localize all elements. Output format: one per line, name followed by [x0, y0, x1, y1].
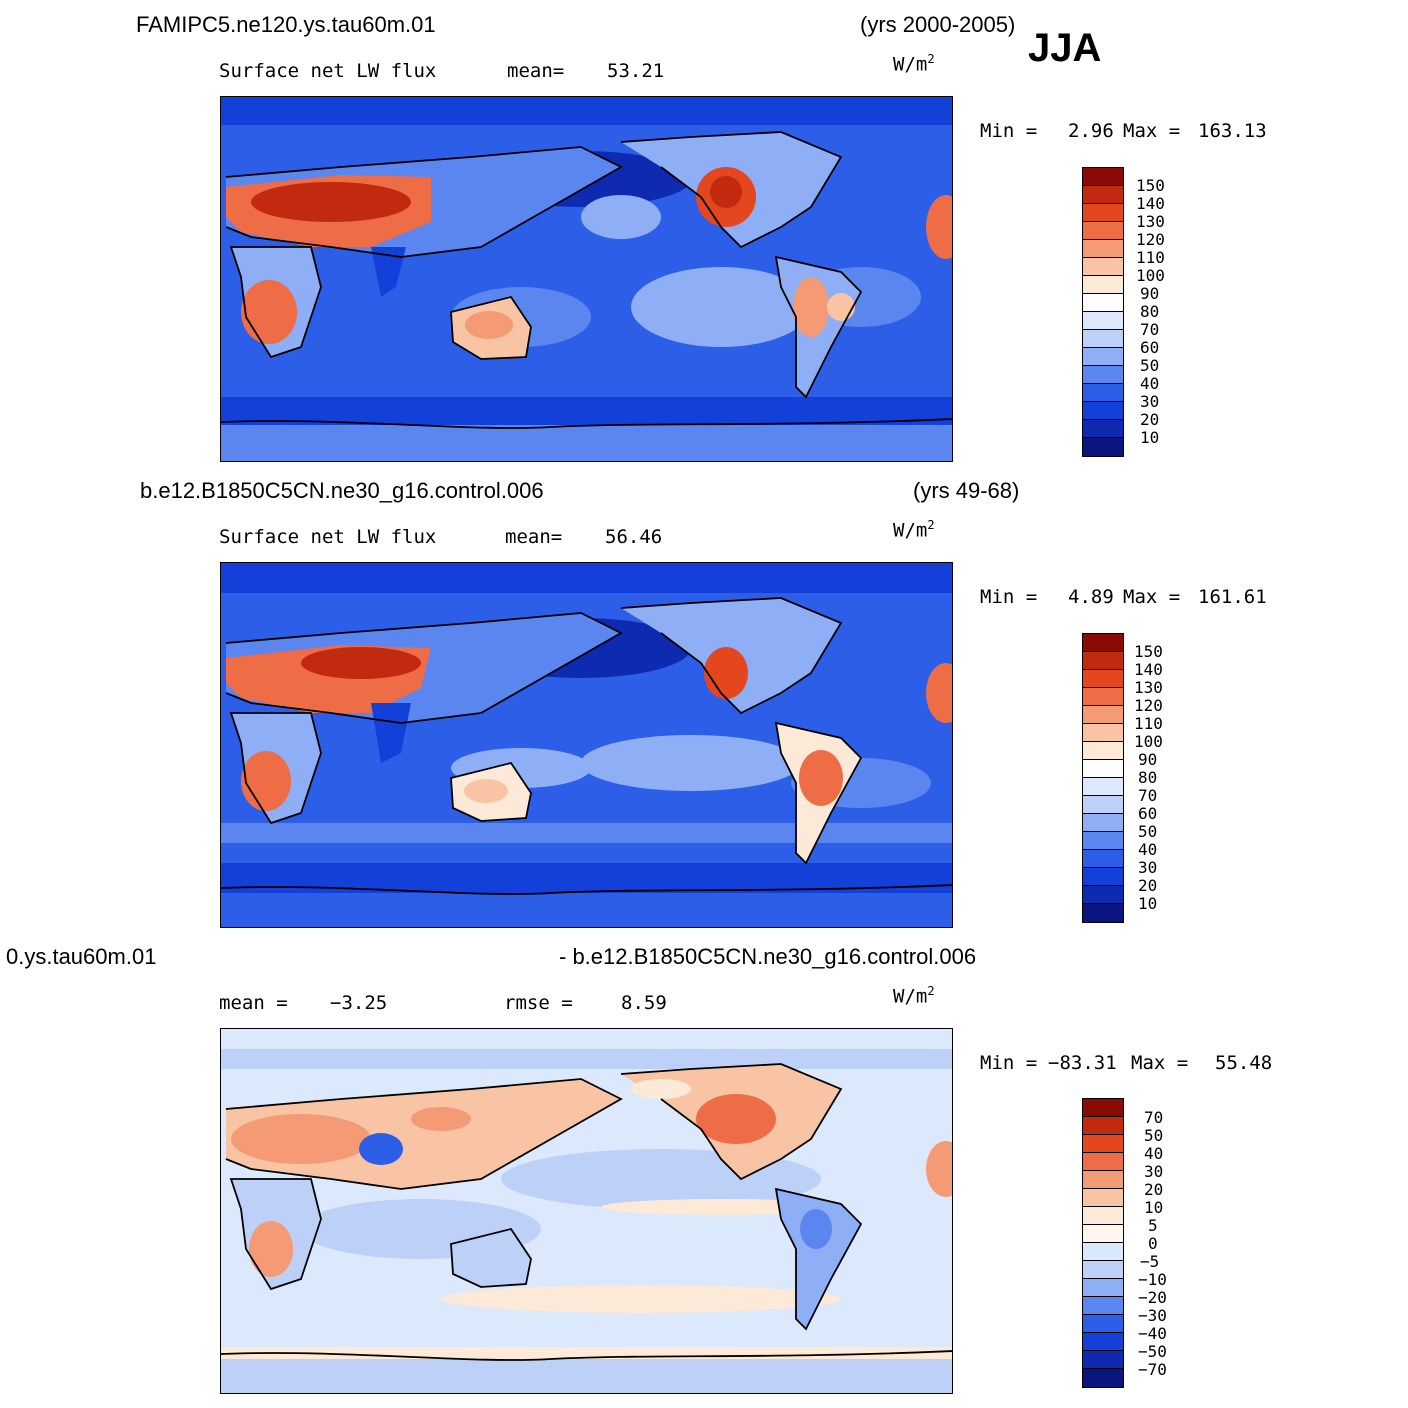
panel2-tick: 60 [1138, 804, 1158, 823]
panel2-tick: 50 [1138, 822, 1158, 841]
panel2-mean-value: 56.46 [605, 526, 663, 548]
panel2-tick: 30 [1138, 858, 1158, 877]
panel3-tick: −5 [1140, 1252, 1160, 1271]
panel1-tick: 50 [1140, 356, 1160, 375]
panel1-tick: 60 [1140, 338, 1160, 357]
panel2-tick: 120 [1134, 696, 1163, 715]
panel2-max-label: Max = [1123, 586, 1181, 608]
panel1-mean-label: mean= [507, 60, 565, 82]
panel3-tick: 70 [1144, 1108, 1164, 1127]
panel3-min-label: Min = [980, 1052, 1038, 1074]
panel2-years: (yrs 49-68) [913, 478, 1020, 503]
panel1-min-label: Min = [980, 120, 1038, 142]
panel1-unit: W/m2 [893, 52, 935, 76]
panel3-tick: −30 [1138, 1306, 1167, 1325]
panel1-min-value: 2.96 [1068, 120, 1114, 142]
panel3-tick: 30 [1144, 1162, 1164, 1181]
panel2-tick: 10 [1138, 894, 1158, 913]
panel3-tick: 10 [1144, 1198, 1164, 1217]
panel2-tick: 130 [1134, 678, 1163, 697]
panel3-tick: 40 [1144, 1144, 1164, 1163]
panel3-map [220, 1028, 953, 1394]
panel2-case-name: b.e12.B1850C5CN.ne30_g16.control.006 [140, 478, 544, 503]
panel1-case-name: FAMIPC5.ne120.ys.tau60m.01 [136, 12, 436, 37]
panel3-tick: 20 [1144, 1180, 1164, 1199]
panel1-tick: 10 [1140, 428, 1160, 447]
panel3-tick: 5 [1148, 1216, 1158, 1235]
panel3-max-label: Max = [1131, 1052, 1189, 1074]
panel1-mean-value: 53.21 [607, 60, 665, 82]
panel3-case-right: - b.e12.B1850C5CN.ne30_g16.control.006 [559, 944, 977, 969]
panel1-tick: 80 [1140, 302, 1160, 321]
panel3-tick: −20 [1138, 1288, 1167, 1307]
panel1-max-value: 163.13 [1198, 120, 1267, 142]
panel1-variable: Surface net LW flux [219, 60, 437, 82]
panel3-case-left: 0.ys.tau60m.01 [6, 944, 157, 969]
panel2-map [220, 562, 953, 928]
panel3-tick: 0 [1148, 1234, 1158, 1253]
panel2-tick: 20 [1138, 876, 1158, 895]
panel2-tick: 40 [1138, 840, 1158, 859]
panel3-unit: W/m2 [893, 984, 935, 1008]
panel2-max-value: 161.61 [1198, 586, 1267, 608]
panel3-max-value: 55.48 [1215, 1052, 1273, 1074]
panel3-tick: −10 [1138, 1270, 1167, 1289]
panel1-tick: 120 [1136, 230, 1165, 249]
panel2-tick: 80 [1138, 768, 1158, 787]
panel2-mean-label: mean= [505, 526, 563, 548]
panel2-variable: Surface net LW flux [219, 526, 437, 548]
panel3-mean-value: −3.25 [330, 992, 388, 1014]
panel1-tick: 100 [1136, 266, 1165, 285]
panel1-map [220, 96, 953, 462]
panel1-max-label: Max = [1123, 120, 1181, 142]
panel1-years: (yrs 2000-2005) [860, 12, 1016, 37]
panel1-tick: 70 [1140, 320, 1160, 339]
panel2-tick: 150 [1134, 642, 1163, 661]
panel1-tick: 40 [1140, 374, 1160, 393]
panel2-tick: 90 [1138, 750, 1158, 769]
panel2-colorbar [1082, 633, 1124, 923]
panel2-tick: 100 [1134, 732, 1163, 751]
panel1-tick: 130 [1136, 212, 1165, 231]
panel3-min-value: −83.31 [1048, 1052, 1117, 1074]
panel3-colorbar [1082, 1098, 1124, 1388]
panel1-tick: 110 [1136, 248, 1165, 267]
panel3-mean-label: mean = [219, 992, 288, 1014]
panel1-colorbar [1082, 167, 1124, 457]
panel2-unit: W/m2 [893, 518, 935, 542]
panel3-tick: −40 [1138, 1324, 1167, 1343]
panel3-tick: −70 [1138, 1360, 1167, 1379]
panel3-rmse-value: 8.59 [621, 992, 667, 1014]
panel1-tick: 90 [1140, 284, 1160, 303]
panel2-tick: 140 [1134, 660, 1163, 679]
panel1-tick: 20 [1140, 410, 1160, 429]
panel2-min-value: 4.89 [1068, 586, 1114, 608]
panel3-tick: 50 [1144, 1126, 1164, 1145]
panel2-tick: 110 [1134, 714, 1163, 733]
panel1-tick: 140 [1136, 194, 1165, 213]
panel1-tick: 30 [1140, 392, 1160, 411]
panel3-tick: −50 [1138, 1342, 1167, 1361]
panel3-rmse-label: rmse = [504, 992, 573, 1014]
panel2-min-label: Min = [980, 586, 1038, 608]
panel1-tick: 150 [1136, 176, 1165, 195]
season-label: JJA [1028, 26, 1102, 70]
panel2-tick: 70 [1138, 786, 1158, 805]
